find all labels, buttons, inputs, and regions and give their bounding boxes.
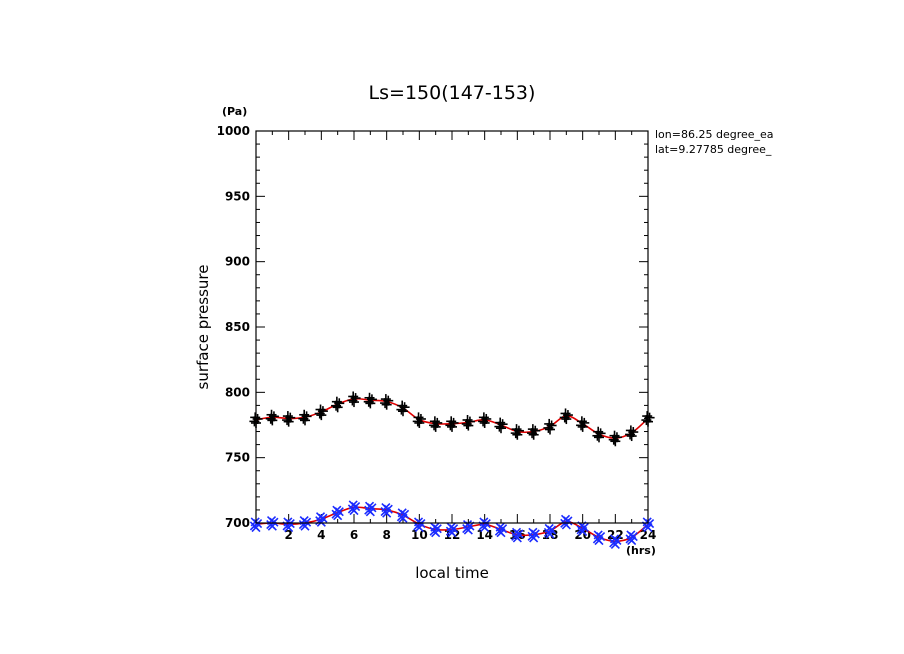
x-tick-label: 10 — [411, 528, 428, 542]
data-point — [560, 514, 573, 530]
data-point — [347, 391, 361, 408]
plot-frame — [255, 130, 649, 524]
data-point — [543, 523, 557, 539]
data-point — [576, 416, 590, 432]
data-point — [364, 501, 377, 517]
data-point — [527, 527, 540, 543]
series-1 — [249, 500, 655, 550]
info-line-lat: lat=9.27785 degree_ — [655, 143, 772, 156]
data-series — [249, 391, 655, 550]
data-point — [282, 411, 296, 427]
x-tick-label: 4 — [317, 528, 325, 542]
data-point — [494, 417, 508, 434]
x-axis-label: local time — [415, 564, 489, 582]
y-unit-label: (Pa) — [222, 105, 247, 118]
data-point — [543, 418, 557, 435]
data-point — [363, 392, 377, 409]
data-point — [347, 500, 361, 516]
x-tick-label: 2 — [284, 528, 292, 542]
y-tick-label: 950 — [225, 189, 250, 203]
chart-title: Ls=150(147-153) — [369, 82, 536, 104]
data-point — [429, 416, 443, 432]
y-tick-labels: 700 750 800 850 900 950 1000 — [217, 124, 250, 530]
data-point — [461, 414, 475, 431]
y-axis-label: surface pressure — [194, 265, 212, 390]
data-point — [314, 404, 328, 421]
data-point — [380, 394, 394, 410]
data-point — [527, 424, 541, 440]
data-point — [592, 426, 606, 443]
data-point — [445, 416, 459, 432]
data-point — [331, 505, 344, 521]
x-tick-label: 8 — [382, 528, 390, 542]
data-point — [380, 502, 393, 518]
x-tick-label: 14 — [476, 528, 493, 542]
data-point — [608, 430, 622, 447]
series-0 — [249, 391, 655, 447]
y-tick-label: 800 — [225, 385, 250, 399]
data-point — [592, 530, 606, 546]
data-point — [298, 409, 312, 426]
data-point — [445, 522, 459, 538]
data-point — [331, 396, 345, 413]
data-point — [265, 409, 279, 426]
data-point — [625, 530, 638, 546]
y-tick-label: 900 — [225, 255, 250, 269]
data-point — [511, 527, 524, 543]
y-tick-label: 1000 — [217, 124, 250, 138]
x-unit-label: (hrs) — [626, 544, 656, 557]
x-tick-label: 6 — [350, 528, 358, 542]
data-point — [478, 412, 492, 428]
info-line-lon: lon=86.25 degree_ea — [655, 128, 774, 141]
data-point — [510, 424, 524, 440]
data-point — [396, 508, 410, 523]
y-tick-label: 700 — [225, 516, 250, 530]
data-point — [429, 522, 442, 538]
data-point — [559, 408, 573, 425]
axis-ticks — [255, 130, 649, 524]
data-point — [462, 519, 475, 535]
data-point — [412, 412, 426, 428]
data-point — [494, 522, 508, 538]
data-point — [396, 400, 410, 417]
y-tick-label: 850 — [225, 320, 250, 334]
data-point — [625, 425, 639, 442]
y-tick-label: 750 — [225, 451, 250, 465]
x-tick-label: 24 — [640, 528, 657, 542]
data-point — [609, 534, 622, 550]
